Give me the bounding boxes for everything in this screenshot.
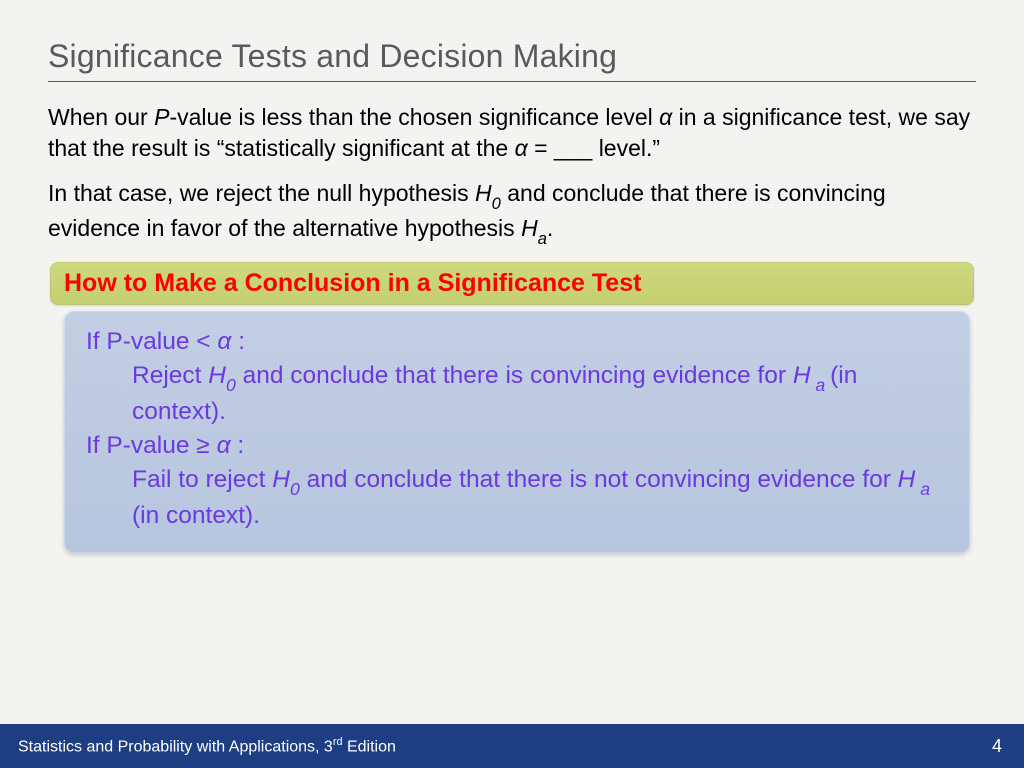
- subscript-a: a: [915, 479, 930, 499]
- footer-bar: Statistics and Probability with Applicat…: [0, 724, 1024, 768]
- subscript-a: a: [538, 229, 547, 248]
- text: If P-value ≥: [86, 432, 217, 459]
- text: (in context).: [132, 502, 260, 529]
- subscript-zero: 0: [290, 479, 300, 499]
- text: Edition: [343, 738, 396, 755]
- subscript-a: a: [811, 375, 831, 395]
- p-variable: P: [154, 104, 169, 130]
- page-number: 4: [992, 736, 1002, 757]
- rule-1-condition: If P-value < α :: [86, 325, 948, 359]
- section-header-bar: How to Make a Conclusion in a Significan…: [50, 262, 974, 305]
- paragraph-2: In that case, we reject the null hypothe…: [48, 178, 976, 248]
- text: :: [231, 328, 245, 355]
- text: :: [231, 432, 245, 459]
- rule-2-condition: If P-value ≥ α :: [86, 429, 948, 463]
- text: = ___ level.”: [528, 135, 660, 161]
- text: In that case, we reject the null hypothe…: [48, 180, 475, 206]
- text: Fail to reject: [132, 466, 272, 493]
- text: Statistics and Probability with Applicat…: [18, 738, 333, 755]
- subscript-zero: 0: [492, 194, 501, 213]
- text: Reject: [132, 362, 208, 389]
- alpha-symbol: α: [659, 104, 672, 130]
- h-variable: H: [475, 180, 492, 206]
- subscript-zero: 0: [226, 375, 236, 395]
- h-variable: H: [272, 466, 290, 493]
- rule-1-action: Reject H0 and conclude that there is con…: [86, 359, 948, 429]
- text: and conclude that there is convincing ev…: [236, 362, 793, 389]
- h-variable: H: [521, 215, 538, 241]
- slide-title: Significance Tests and Decision Making: [48, 38, 976, 82]
- text: When our: [48, 104, 154, 130]
- ordinal-suffix: rd: [333, 736, 343, 748]
- alpha-symbol: α: [217, 432, 231, 459]
- section-header-text: How to Make a Conclusion in a Significan…: [64, 269, 641, 297]
- slide: Significance Tests and Decision Making W…: [0, 0, 1024, 768]
- text: and conclude that there is not convincin…: [300, 466, 898, 493]
- h-variable: H: [898, 466, 916, 493]
- footer-book-title: Statistics and Probability with Applicat…: [18, 736, 396, 756]
- alpha-symbol: α: [515, 135, 528, 161]
- h-variable: H: [793, 362, 811, 389]
- h-variable: H: [208, 362, 226, 389]
- text: -value is less than the chosen significa…: [169, 104, 659, 130]
- text: .: [547, 215, 553, 241]
- paragraph-1: When our P-value is less than the chosen…: [48, 102, 976, 164]
- rule-2-action: Fail to reject H0 and conclude that ther…: [86, 463, 948, 533]
- alpha-symbol: α: [217, 328, 231, 355]
- rules-box: If P-value < α : Reject H0 and conclude …: [64, 311, 970, 553]
- text: If P-value <: [86, 328, 217, 355]
